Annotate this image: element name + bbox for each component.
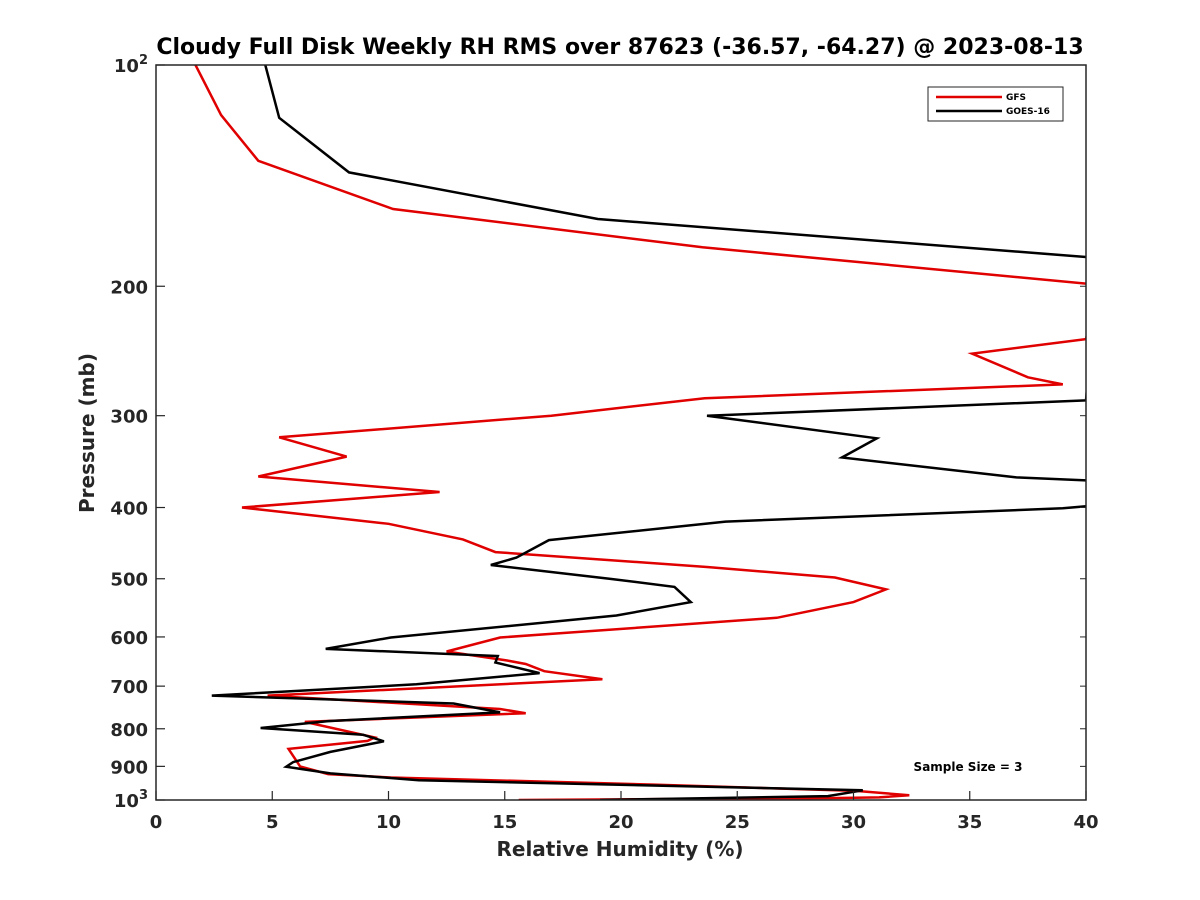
x-tick-label: 35 bbox=[957, 812, 982, 833]
x-tick-label: 15 bbox=[492, 812, 517, 833]
x-tick-label: 10 bbox=[376, 812, 401, 833]
y-tick-label: 600 bbox=[110, 628, 148, 649]
x-axis-label: Relative Humidity (%) bbox=[496, 837, 743, 861]
x-tick-label: 40 bbox=[1073, 812, 1098, 833]
y-tick-label: 103 bbox=[114, 788, 148, 812]
y-tick-label: 700 bbox=[110, 677, 148, 698]
series-line-gfs bbox=[194, 65, 1086, 800]
y-axis-label: Pressure (mb) bbox=[75, 353, 99, 513]
series-line-goes16 bbox=[211, 65, 1086, 800]
chart-title: Cloudy Full Disk Weekly RH RMS over 8762… bbox=[156, 35, 1083, 60]
y-tick-label: 102 bbox=[114, 53, 148, 77]
x-tick-label: 25 bbox=[725, 812, 750, 833]
x-axis-ticks: 0 5 10 15 20 25 30 35 40 bbox=[150, 791, 1099, 833]
legend-label-gfs: GFS bbox=[1006, 93, 1026, 103]
y-tick-label: 400 bbox=[110, 499, 148, 520]
legend: GFS GOES-16 bbox=[927, 86, 1064, 122]
x-tick-label: 5 bbox=[266, 812, 279, 833]
y-tick-label: 800 bbox=[110, 720, 148, 741]
x-tick-label: 20 bbox=[608, 812, 633, 833]
legend-box bbox=[927, 86, 1064, 122]
y-axis-ticks: 102 200 300 400 500 600 700 800 900 103 bbox=[110, 53, 1086, 812]
y-tick-label: 300 bbox=[110, 407, 148, 428]
x-tick-label: 30 bbox=[841, 812, 866, 833]
sample-size-annotation: Sample Size = 3 bbox=[914, 760, 1023, 774]
y-tick-label: 500 bbox=[110, 570, 148, 591]
plot-lines bbox=[194, 65, 1086, 800]
y-tick-label: 900 bbox=[110, 757, 148, 778]
legend-label-goes16: GOES-16 bbox=[1006, 107, 1050, 117]
y-tick-label: 200 bbox=[110, 277, 148, 298]
x-tick-label: 0 bbox=[150, 812, 163, 833]
